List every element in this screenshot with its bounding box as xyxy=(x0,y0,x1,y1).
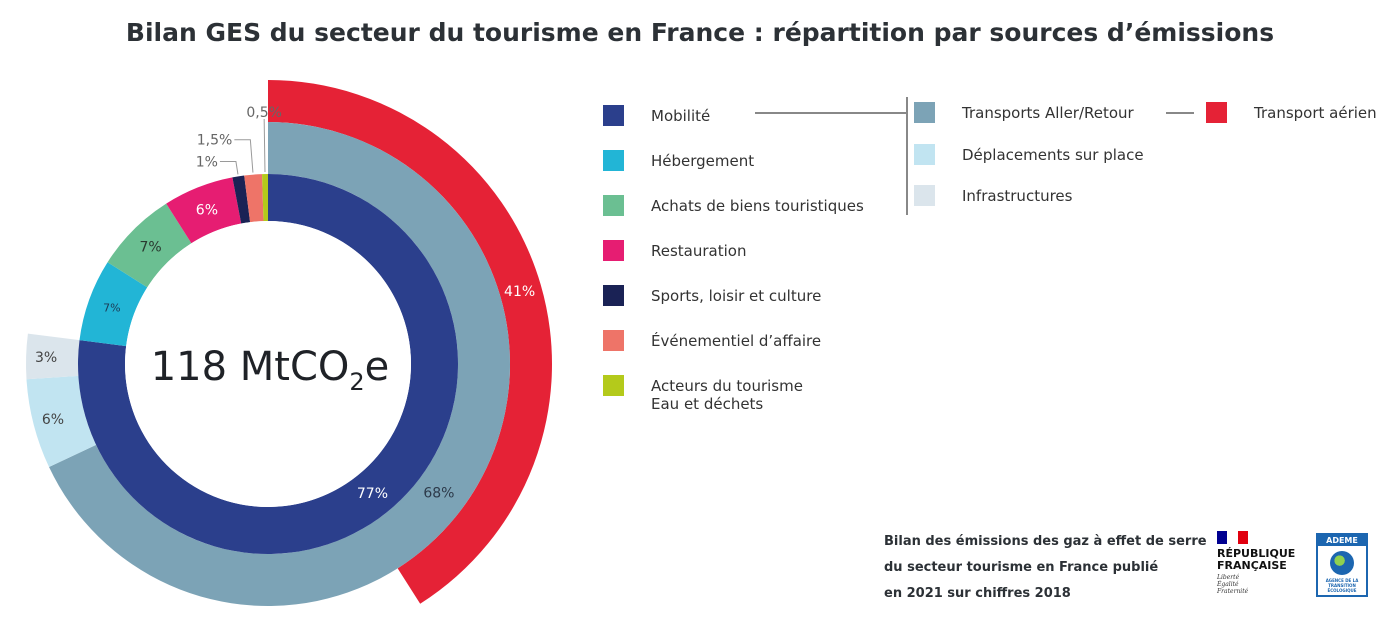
legend-label: Sports, loisir et culture xyxy=(651,287,822,305)
legend-item-evenementiel: Événementiel d’affaire xyxy=(603,330,822,351)
legend-swatch xyxy=(603,375,624,396)
source-note-line3: en 2021 sur chiffres 2018 xyxy=(884,586,1071,601)
legend-swatch xyxy=(603,105,624,126)
label-mobilite: 77% xyxy=(357,486,388,502)
legend-label-line2: Eau et déchets xyxy=(651,395,764,413)
legend-label: Restauration xyxy=(651,242,747,260)
segment-restauration xyxy=(166,177,242,244)
label-restauration: 6% xyxy=(196,203,218,219)
legend-label: Événementiel d’affaire xyxy=(651,332,822,350)
legend-item-mobilite: Mobilité xyxy=(603,105,711,126)
segment-deplacements-sur-place xyxy=(26,375,97,468)
french-flag-icon xyxy=(1217,531,1248,544)
globe-icon xyxy=(1330,551,1354,575)
rf-motto: Liberté Égalité Fraternité xyxy=(1217,574,1249,595)
ademe-logo: ADEME AGENCE DE LA TRANSITION ÉCOLOGIQUE xyxy=(1316,533,1368,597)
legend-item-hebergement: Hébergement xyxy=(603,150,755,171)
source-note: Bilan des émissions des gaz à effet de s… xyxy=(884,529,1207,607)
legend-swatch xyxy=(603,240,624,261)
label-acteurs-du-tourisme-eau-et-dechets: 0,5% xyxy=(246,105,282,121)
connector-mobilite xyxy=(755,112,907,114)
label-transports-aller-retour: 68% xyxy=(423,486,454,502)
segment-achats-de-biens-touristiques xyxy=(107,203,192,288)
legend-item-achats: Achats de biens touristiques xyxy=(603,195,864,216)
segment-transport-aerien xyxy=(268,80,552,604)
segment-infrastructures xyxy=(26,333,80,380)
legend-swatch xyxy=(603,330,624,351)
legend-swatch xyxy=(603,285,624,306)
center-label-unit: e xyxy=(365,344,390,390)
center-disc xyxy=(125,221,411,507)
legend-label: Hébergement xyxy=(651,152,755,170)
legend-label: Infrastructures xyxy=(962,187,1073,205)
legend-item-acteurs: Acteurs du tourisme Eau et déchets xyxy=(603,375,803,413)
source-note-line2: du secteur tourisme en France publié xyxy=(884,560,1159,575)
center-label-subscript: 2 xyxy=(349,368,364,396)
legend-swatch xyxy=(914,102,935,123)
legend-item-sports: Sports, loisir et culture xyxy=(603,285,822,306)
label-achats-de-biens-touristiques: 7% xyxy=(140,240,162,256)
rf-name: RÉPUBLIQUE FRANÇAISE xyxy=(1217,547,1296,572)
chart-title: Bilan GES du secteur du tourisme en Fran… xyxy=(125,18,1275,47)
source-note-line1: Bilan des émissions des gaz à effet de s… xyxy=(884,534,1207,549)
leader-line-acteurs-du-tourisme-eau-et-dechets xyxy=(263,119,266,173)
label-sports-loisir-et-culture: 1% xyxy=(196,155,218,171)
leader-line-evenementiel-d-affaire xyxy=(234,139,254,173)
legend-swatch xyxy=(1206,102,1227,123)
legend-swatch xyxy=(603,195,624,216)
center-label: 118 MtCO2e xyxy=(151,344,390,396)
legend-item-deplacements: Déplacements sur place xyxy=(914,144,1144,165)
legend-swatch xyxy=(914,185,935,206)
republique-francaise-logo: RÉPUBLIQUE FRANÇAISE Liberté Égalité Fra… xyxy=(1217,531,1297,595)
segment-evenementiel-d-affaire xyxy=(244,174,264,223)
bracket-mobility xyxy=(906,97,908,215)
label-evenementiel-d-affaire: 1,5% xyxy=(197,133,233,149)
legend-label: Déplacements sur place xyxy=(962,146,1144,164)
legend-swatch xyxy=(914,144,935,165)
legend-label-line1: Acteurs du tourisme xyxy=(651,377,803,395)
sunburst-chart: 41% 68% 6% 3% 77% 7% 7% 6% 1% 1,5% 0,5% 118 MtCO2e xyxy=(26,80,552,606)
connector-air xyxy=(1166,112,1194,114)
segment-acteurs-du-tourisme-eau-et-dechets xyxy=(262,174,268,222)
center-label-value: 118 MtCO xyxy=(151,344,350,390)
label-hebergement: 7% xyxy=(103,302,120,315)
legend-label: Transports Aller/Retour xyxy=(962,104,1134,122)
legend-label: Acteurs du tourisme Eau et déchets xyxy=(651,377,803,413)
legend-item-restauration: Restauration xyxy=(603,240,747,261)
legend-label: Transport aérien xyxy=(1254,104,1377,122)
legend-item-transport-aerien: Transport aérien xyxy=(1206,102,1377,123)
legend-label: Mobilité xyxy=(651,107,711,125)
label-infrastructures: 3% xyxy=(35,350,57,366)
segment-sports-loisir-et-culture xyxy=(232,175,251,224)
label-deplacements-sur-place: 6% xyxy=(42,412,64,428)
legend-swatch xyxy=(603,150,624,171)
legend-item-infrastructures: Infrastructures xyxy=(914,185,1073,206)
leader-line-sports-loisir-et-culture xyxy=(219,161,239,175)
ademe-subtitle: AGENCE DE LA TRANSITION ÉCOLOGIQUE xyxy=(1325,578,1359,593)
label-transport-aerien: 41% xyxy=(504,284,535,300)
segment-hebergement xyxy=(79,262,148,347)
legend-label: Achats de biens touristiques xyxy=(651,197,864,215)
ademe-name: ADEME xyxy=(1318,535,1366,546)
legend-item-transports: Transports Aller/Retour xyxy=(914,102,1134,123)
